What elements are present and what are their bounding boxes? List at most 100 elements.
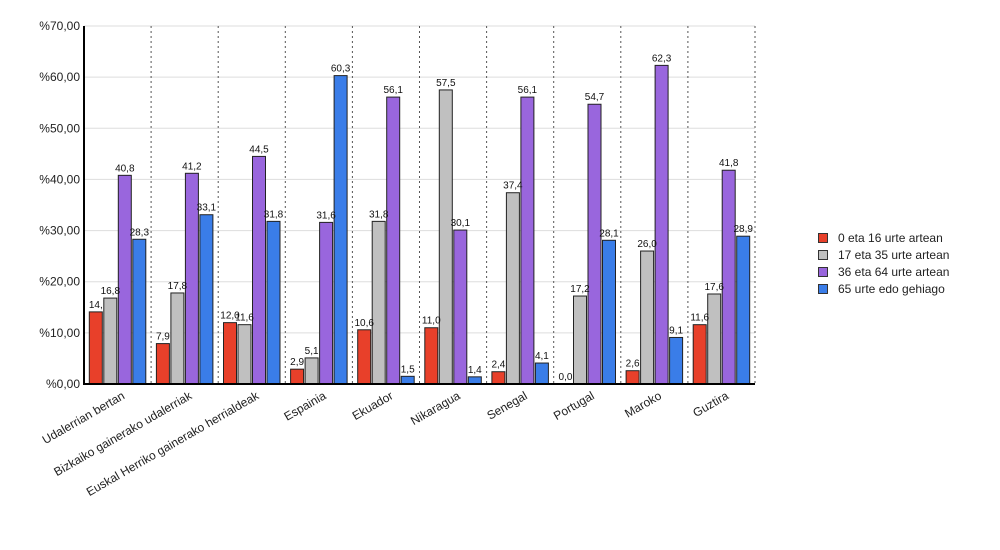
bar — [692, 324, 707, 385]
y-tick-label: %10,00 — [39, 326, 80, 340]
data-label: 7,9 — [156, 332, 170, 343]
data-label: 57,5 — [436, 78, 456, 89]
bar — [520, 96, 535, 385]
bar — [237, 324, 252, 385]
bar — [371, 220, 386, 385]
bar — [252, 155, 266, 385]
data-label: 41,2 — [182, 161, 202, 172]
data-label: 2,4 — [491, 360, 505, 371]
data-label: 11,0 — [422, 316, 441, 327]
bar — [467, 376, 482, 385]
bar — [170, 292, 185, 385]
data-label: 12,0 — [220, 311, 240, 322]
data-label: 56,1 — [518, 85, 538, 96]
legend-swatch — [818, 266, 828, 277]
data-label: 28,3 — [130, 227, 150, 238]
legend-item: 17 eta 35 urte artean — [818, 246, 949, 263]
data-label: 40,8 — [115, 163, 135, 174]
bar — [736, 235, 751, 385]
bar — [424, 327, 439, 385]
data-label: 1,4 — [468, 365, 482, 376]
data-label: 17,2 — [570, 284, 590, 295]
legend-swatch — [818, 232, 828, 243]
data-label: 17,6 — [704, 282, 724, 293]
bar — [534, 362, 549, 385]
data-label: 33,1 — [197, 203, 217, 214]
x-tick-label: Senegal — [485, 388, 530, 422]
legend-swatch — [818, 249, 828, 260]
data-label: 31,8 — [264, 209, 284, 220]
bar — [669, 336, 684, 385]
bar — [304, 357, 319, 385]
legend-item: 36 eta 64 urte artean — [818, 263, 949, 280]
bars — [88, 64, 751, 385]
legend-label: 65 urte edo gehiago — [838, 281, 945, 296]
data-label: 62,3 — [652, 53, 672, 64]
data-label: 31,8 — [369, 209, 389, 220]
data-label: 54,7 — [585, 92, 605, 103]
x-tick-label: Espainia — [281, 388, 328, 423]
grid-lines — [84, 25, 756, 384]
x-tick-label: Portugal — [551, 388, 597, 422]
data-label: 44,5 — [249, 144, 269, 155]
bar — [453, 229, 468, 385]
bar — [625, 370, 640, 385]
bar — [602, 239, 616, 385]
data-label: 2,9 — [290, 357, 304, 368]
bar — [117, 174, 132, 385]
bar — [386, 96, 401, 385]
legend-item: 0 eta 16 urte artean — [818, 229, 949, 246]
x-tick-label: Nikaragua — [408, 388, 463, 428]
bar — [319, 221, 334, 385]
data-label: 30,1 — [451, 218, 471, 229]
data-label: 10,6 — [354, 318, 374, 329]
legend-item: 65 urte edo gehiago — [818, 280, 949, 297]
legend-label: 0 eta 16 urte artean — [838, 230, 943, 245]
bar — [88, 311, 103, 385]
legend-label: 36 eta 64 urte artean — [838, 264, 950, 279]
bar — [707, 293, 722, 385]
data-label: 31,6 — [316, 210, 336, 221]
data-label: 4,1 — [535, 351, 549, 362]
y-tick-label: %50,00 — [39, 121, 80, 135]
bar — [400, 375, 415, 385]
data-label: 11,6 — [690, 313, 709, 324]
chart-legend: 0 eta 16 urte artean 17 eta 35 urte artea… — [818, 229, 949, 297]
data-label: 2,6 — [626, 359, 640, 370]
data-label: 26,0 — [637, 239, 657, 250]
data-label: 28,1 — [599, 228, 619, 239]
data-label: 17,8 — [168, 281, 188, 292]
data-label: 11,6 — [235, 313, 254, 324]
legend-label: 17 eta 35 urte artean — [838, 247, 950, 262]
y-tick-label: %60,00 — [39, 70, 80, 84]
data-label: 60,3 — [331, 64, 351, 75]
bar — [290, 368, 305, 385]
bar — [333, 75, 348, 385]
bar — [266, 220, 281, 385]
bar — [640, 250, 655, 385]
data-label: 9,1 — [669, 325, 683, 336]
bar — [132, 238, 147, 385]
data-label: 14, — [89, 300, 103, 311]
y-tick-label: %20,00 — [39, 275, 80, 289]
data-label: 0,0 — [559, 372, 573, 383]
bar — [721, 169, 736, 385]
data-label: 1,5 — [401, 364, 415, 375]
data-label: 28,9 — [733, 224, 753, 235]
data-label: 56,1 — [383, 85, 403, 96]
bar — [654, 64, 669, 385]
bar — [438, 89, 453, 385]
y-tick-label: %70,00 — [39, 19, 80, 33]
bar — [573, 295, 587, 385]
data-label: 37,4 — [503, 181, 523, 192]
data-label: 16,8 — [101, 286, 121, 297]
data-label: 41,8 — [719, 158, 739, 169]
bar — [357, 329, 372, 385]
axes — [83, 26, 755, 385]
x-tick-label: Maroko — [622, 388, 664, 420]
y-tick-label: %30,00 — [39, 224, 80, 238]
bar — [587, 103, 602, 385]
legend-swatch — [818, 283, 828, 294]
x-tick-label: Guztira — [690, 388, 731, 420]
